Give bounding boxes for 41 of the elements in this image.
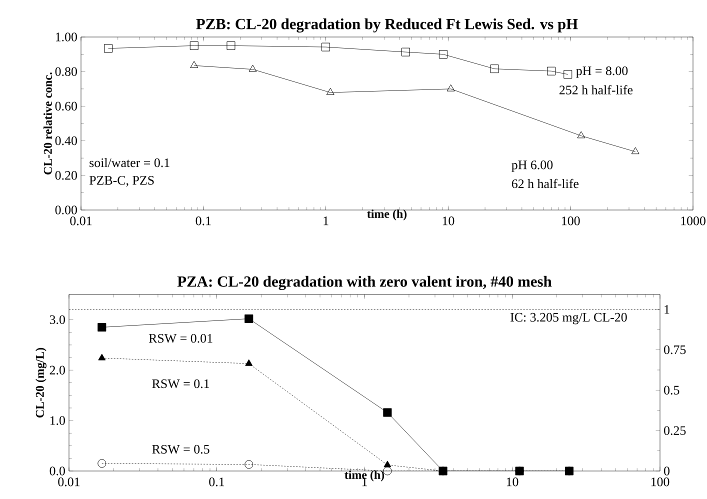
chart-title: PZB: CL-20 degradation by Reduced Ft Lewis Sed. vs pH	[196, 18, 578, 32]
y-tick-label: 0.80	[55, 67, 77, 76]
annotation: pH = 8.00	[576, 66, 628, 78]
series-label: RSW = 0.5	[152, 444, 210, 454]
series-label: RSW = 0.1	[152, 379, 210, 388]
y2-tick-label: 0.75	[664, 345, 686, 354]
y2-tick-label: 0	[664, 466, 670, 476]
y-tick-label: 0.0	[50, 466, 65, 476]
x-tick-label: 100	[562, 216, 580, 226]
y2-tick-label: 1	[664, 305, 670, 314]
annotation: 62 h half-life	[512, 178, 579, 188]
y-tick-label: 0.00	[55, 206, 77, 214]
annotation: PZB-C, PZS	[89, 176, 154, 187]
x-axis-title: time (h)	[367, 210, 407, 220]
y2-tick-label: 0.5	[664, 386, 680, 395]
x-tick-label: 0.1	[209, 478, 224, 486]
y-axis-title: CL-20 relative conc.	[44, 72, 52, 174]
x-tick-label: 0.01	[70, 216, 92, 226]
y-tick-label: 0.40	[55, 136, 77, 146]
annotation: pH 6.00	[512, 160, 553, 172]
x-tick-label: 100	[651, 478, 670, 486]
y-axis-title: CL-20 (mg/L)	[36, 348, 46, 418]
annotation: 252 h half-life	[560, 85, 633, 94]
y-tick-label: 2.0	[50, 366, 65, 375]
chart-title: PZA: CL-20 degradation with zero valent iron, #40 mesh	[177, 276, 552, 290]
y-tick-label: 1.0	[50, 416, 65, 425]
x-tick-label: 10	[506, 478, 518, 486]
ref-line-label: IC: 3.205 mg/L CL-20	[510, 312, 627, 324]
x-tick-label: 1000	[681, 216, 706, 226]
y-tick-label: 1.00	[56, 32, 77, 42]
y-tick-label: 0.60	[55, 102, 77, 111]
y2-tick-label: 0.25	[664, 426, 686, 435]
annotation: soil/water = 0.1	[90, 158, 170, 168]
x-tick-label: 1	[362, 478, 367, 486]
y-tick-label: 3.0	[50, 315, 65, 324]
x-tick-label: 0.1	[196, 216, 211, 226]
x-tick-label: 10	[442, 216, 454, 226]
y-tick-label: 0.20	[55, 171, 77, 180]
x-tick-label: 0.01	[58, 478, 80, 486]
x-tick-label: 1	[324, 216, 328, 226]
series-label: RSW = 0.01	[148, 334, 212, 343]
